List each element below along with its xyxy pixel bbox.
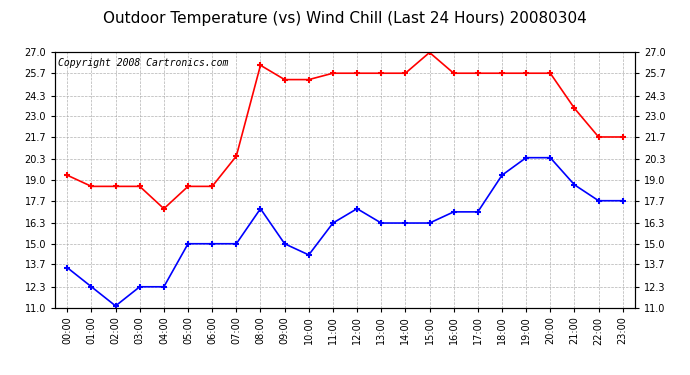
Text: Copyright 2008 Cartronics.com: Copyright 2008 Cartronics.com (58, 58, 228, 68)
Text: Outdoor Temperature (vs) Wind Chill (Last 24 Hours) 20080304: Outdoor Temperature (vs) Wind Chill (Las… (103, 11, 587, 26)
